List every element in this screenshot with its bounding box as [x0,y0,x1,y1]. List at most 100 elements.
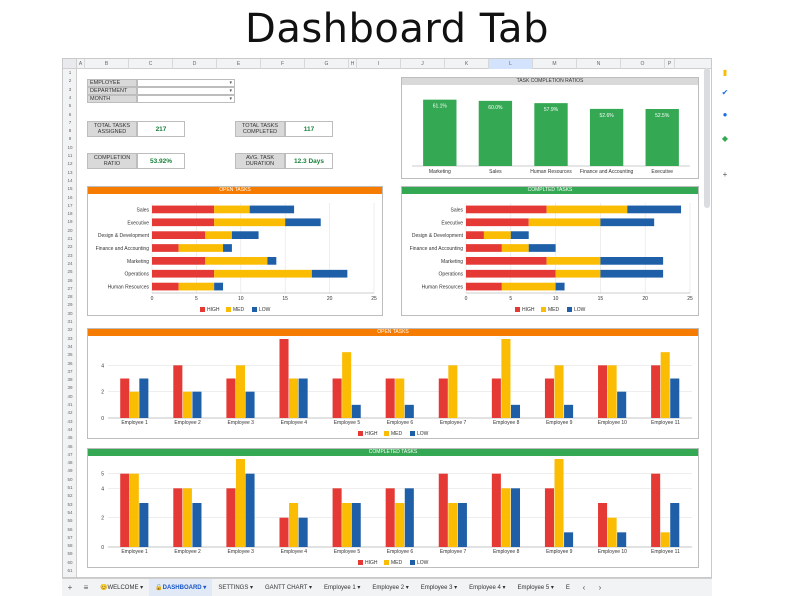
column-header-b[interactable]: B [85,59,129,69]
bar-segment[interactable] [267,257,277,265]
bar[interactable] [554,365,564,418]
row-header[interactable]: 33 [67,335,73,341]
bar[interactable] [182,391,192,418]
row-header[interactable]: 12 [67,161,73,167]
filter-dropdown-department[interactable]: ▾ [137,87,235,95]
row-header[interactable]: 25 [67,269,73,275]
row-header[interactable]: 42 [67,410,73,416]
bar[interactable] [404,404,414,418]
bar-segment[interactable] [528,218,601,227]
bar-segment[interactable] [223,244,232,252]
bar[interactable] [598,503,608,547]
bar-segment[interactable] [600,257,664,265]
bar-segment[interactable] [152,282,179,291]
column-header-i[interactable]: I [357,59,401,69]
row-header[interactable]: 29 [67,302,73,308]
bar[interactable] [457,503,467,547]
bar[interactable] [139,378,149,419]
bar-segment[interactable] [600,269,664,278]
row-header[interactable]: 52 [67,493,73,499]
column-header-k[interactable]: K [445,59,489,69]
column-header-h[interactable]: H [349,59,357,69]
row-header[interactable]: 4 [68,94,72,100]
bar[interactable] [235,365,246,418]
bar[interactable] [279,517,289,547]
sheet-tab[interactable]: GANTT CHART ▾ [265,584,313,591]
bar[interactable] [491,473,501,547]
bar[interactable] [564,404,574,418]
row-header[interactable]: 16 [67,194,73,200]
column-header-f[interactable]: F [261,59,305,69]
bar-segment[interactable] [178,244,224,252]
bar[interactable] [423,99,457,166]
bar-segment[interactable] [152,244,179,252]
bar-segment[interactable] [214,218,286,227]
bar-segment[interactable] [510,231,529,239]
scroll-left-icon[interactable]: ‹ [582,583,586,592]
bar[interactable] [245,473,255,547]
bar[interactable] [651,365,661,418]
filter-dropdown-month[interactable]: ▾ [137,95,235,103]
row-header[interactable]: 62 [63,576,77,577]
column-header-c[interactable]: C [129,59,173,69]
row-header[interactable]: 61 [67,568,73,573]
row-header[interactable]: 34 [67,343,73,349]
row-header[interactable]: 27 [67,285,73,291]
row-header[interactable]: 45 [67,435,73,441]
row-header[interactable]: 9 [68,136,72,142]
bar-segment[interactable] [249,205,295,214]
bar[interactable] [645,109,679,166]
bar-segment[interactable] [152,257,206,265]
bar[interactable] [173,365,183,418]
bar-segment[interactable] [205,257,268,265]
row-header[interactable]: 56 [67,526,73,532]
bar-segment[interactable] [528,244,556,252]
bar[interactable] [510,488,521,547]
row-header[interactable]: 22 [67,244,73,250]
bar-segment[interactable] [311,269,348,278]
row-header[interactable]: 13 [67,169,73,175]
all-sheets-icon[interactable]: ≡ [83,583,89,592]
row-header[interactable]: 17 [67,202,73,208]
bar[interactable] [120,378,130,419]
bar[interactable] [660,352,670,418]
bar[interactable] [192,391,202,418]
select-all-corner[interactable] [63,59,77,69]
column-header-j[interactable]: J [401,59,445,69]
chart-open-tasks-employee[interactable]: OPEN TASKS 0 2 4 Employee 1 Employee 2 Employ… [87,328,699,439]
row-header[interactable]: 26 [67,277,73,283]
bar[interactable] [478,100,513,166]
row-header[interactable]: 54 [67,509,73,515]
row-header[interactable]: 5 [68,103,72,109]
bar[interactable] [245,391,255,418]
bar[interactable] [617,532,627,547]
row-header[interactable]: 53 [67,501,73,507]
bar-segment[interactable] [152,269,215,278]
add-icon[interactable]: + [722,170,728,179]
chart-completed-tasks-employee[interactable]: COMPLETED TASKS 0 2 4 5 Employee 1 Employee 2… [87,448,699,568]
bar[interactable] [544,488,554,547]
bar-segment[interactable] [501,282,556,291]
bar[interactable] [332,488,342,547]
bar[interactable] [491,378,501,419]
column-header-p[interactable]: P [665,59,675,69]
bar-segment[interactable] [466,257,547,265]
sheet-tab[interactable]: Employee 4 ▾ [469,584,506,591]
bar-segment[interactable] [466,282,502,291]
sheet-tab[interactable]: 😊WELCOME ▾ [100,584,144,591]
bar-segment[interactable] [555,269,601,278]
bar-segment[interactable] [555,282,565,291]
bar[interactable] [438,473,448,547]
bar-segment[interactable] [466,244,502,252]
column-header-m[interactable]: M [533,59,577,69]
row-header[interactable]: 3 [68,86,72,92]
bar[interactable] [670,503,680,547]
bar[interactable] [660,532,670,547]
bar-segment[interactable] [214,282,224,291]
sheet-tab[interactable]: E [565,584,570,591]
bar[interactable] [395,378,405,419]
bar[interactable] [544,378,554,419]
chart-task-completion-ratios[interactable]: TASK COMPLETION RATIOS 61.1% Marketing 60.… [401,77,699,179]
row-header[interactable]: 24 [67,260,73,266]
row-header[interactable]: 49 [67,468,73,474]
